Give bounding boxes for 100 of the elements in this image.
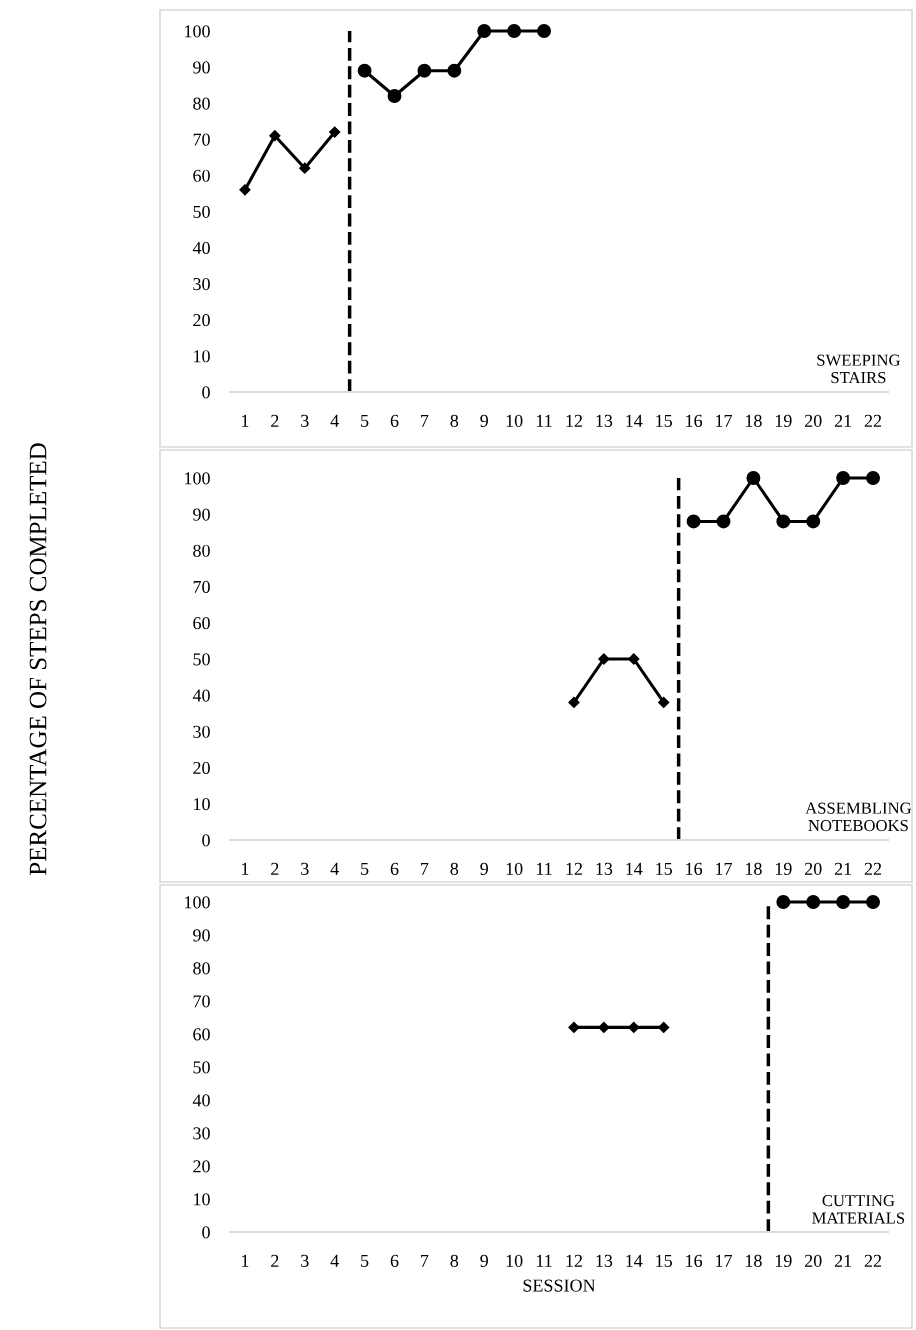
x-tick-label: 15 (656, 414, 672, 427)
y-tick-label: 60 (193, 169, 210, 182)
x-tick-label: 9 (480, 414, 488, 427)
point (866, 471, 880, 485)
x-tick-label: 2 (271, 414, 279, 427)
annotation: SWEEPING STAIRS (817, 354, 900, 384)
x-tick-label: 17 (716, 1254, 733, 1267)
point (598, 653, 610, 665)
x-tick-label: 8 (450, 414, 459, 427)
x-tick-label: 10 (506, 414, 523, 427)
x-tick-label: 1 (242, 1254, 249, 1267)
annotation: ASSEMBLING NOTEBOOKS (805, 802, 912, 832)
x-tick-label: 14 (626, 1254, 643, 1267)
x-tick-label: 1 (242, 862, 249, 875)
x-tick-label: 20 (804, 1254, 822, 1267)
x-tick-label: 9 (480, 1254, 488, 1267)
x-tick-label: 12 (566, 1254, 582, 1267)
x-tick-label: 8 (450, 1254, 459, 1267)
x-tick-label: 5 (361, 414, 369, 427)
x-tick-label: 21 (834, 1254, 852, 1267)
x-tick-label: 19 (775, 1254, 792, 1267)
point (628, 653, 640, 665)
x-tick-label: 2 (271, 1254, 279, 1267)
x-tick-label: 22 (864, 414, 882, 427)
x-tick-label: 6 (390, 862, 399, 875)
x-tick-label: 19 (775, 862, 792, 875)
y-tick-label: 50 (193, 1061, 210, 1074)
y-tick-label: 100 (185, 472, 210, 485)
x-tick-label: 20 (804, 862, 822, 875)
y-tick-label: 0 (202, 386, 210, 399)
y-tick-label: 20 (193, 314, 210, 327)
point (357, 63, 372, 78)
point (299, 162, 311, 174)
y-tick-label: 30 (193, 725, 210, 738)
x-tick-label: 17 (716, 414, 733, 427)
x-tick-label: 13 (596, 414, 613, 427)
y-tick-label: 10 (194, 1193, 210, 1206)
x-tick-label: 14 (626, 414, 643, 427)
x-tick-label: 6 (390, 1254, 399, 1267)
x-tick-label: 1 (242, 414, 249, 427)
point (507, 24, 522, 38)
x-tick-label: 22 (864, 1254, 882, 1267)
point (417, 63, 432, 78)
y-tick-label: 20 (193, 1160, 210, 1173)
x-tick-label: 5 (361, 1254, 369, 1267)
y-tick-label: 80 (193, 544, 210, 557)
point (387, 89, 402, 103)
x-tick-label: 12 (566, 862, 582, 875)
point (658, 696, 670, 709)
point (447, 63, 462, 78)
point (537, 24, 551, 38)
y-tick-label: 40 (192, 689, 210, 702)
x-tick-label: 19 (775, 414, 792, 427)
y-tick-label: 0 (202, 1226, 210, 1239)
x-tick-label: 7 (421, 414, 429, 427)
x-tick-label: 10 (506, 1254, 523, 1267)
y-tick-label: 0 (202, 834, 210, 847)
y-tick-label: 40 (192, 1094, 210, 1107)
x-tick-label: 11 (536, 414, 552, 427)
x-tick-label: 16 (686, 414, 703, 427)
x-tick-label: 15 (656, 1254, 672, 1267)
x-tick-label: 7 (421, 1254, 429, 1267)
x-tick-label: 4 (330, 414, 339, 427)
x-tick-label: 15 (656, 862, 672, 875)
y-tick-label: 70 (193, 995, 210, 1008)
x-tick-label: 11 (536, 1254, 552, 1267)
x-tick-label: 11 (536, 862, 552, 875)
x-tick-label: 3 (301, 1254, 309, 1267)
y-tick-label: 80 (193, 962, 210, 975)
point (329, 126, 341, 138)
y-tick-label: 100 (185, 25, 210, 38)
x-tick-label: 9 (480, 862, 488, 875)
x-tick-label: 12 (566, 414, 582, 427)
point (686, 514, 701, 529)
y-tick-label: 90 (193, 61, 210, 74)
x-tick-label: 18 (745, 1254, 762, 1267)
x-tick-label: 18 (745, 414, 762, 427)
point (776, 514, 791, 529)
y-tick-label: 20 (193, 761, 210, 775)
x-tick-label: 13 (596, 1254, 613, 1267)
y-tick-label: 40 (192, 241, 210, 255)
annotation: CUTTING MATERIALS (812, 1195, 905, 1224)
y-tick-label: 80 (193, 97, 210, 110)
y-tick-label: 10 (194, 798, 210, 811)
x-tick-label: 5 (361, 862, 369, 875)
point (716, 514, 731, 529)
x-tick-label: 3 (301, 862, 309, 875)
point (568, 696, 580, 709)
x-tick-label: 20 (804, 414, 822, 427)
x-tick-label: 21 (834, 862, 852, 875)
x-tick-label: 21 (834, 414, 852, 427)
y-tick-label: 60 (193, 617, 210, 630)
y-tick-label: 30 (193, 277, 210, 291)
point (239, 184, 251, 196)
y-tick-label: 60 (193, 1028, 210, 1041)
point (836, 471, 851, 485)
x-tick-label: 16 (686, 862, 703, 875)
x-tick-label: 7 (421, 862, 429, 875)
x-tick-label: 18 (745, 862, 762, 875)
x-tick-label: 13 (596, 862, 613, 875)
